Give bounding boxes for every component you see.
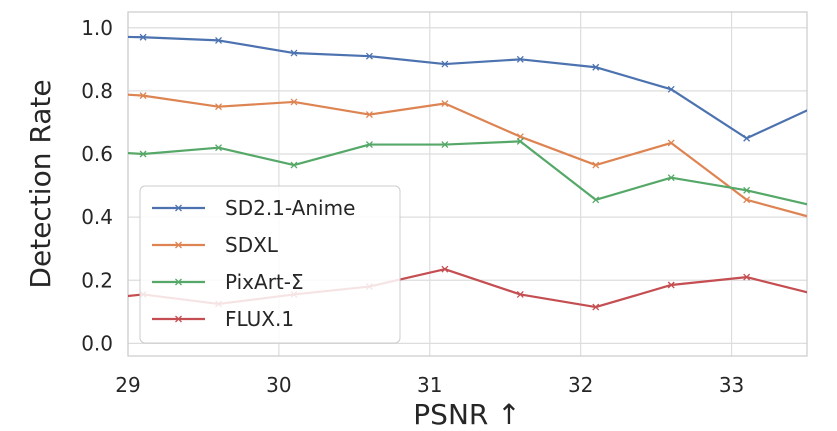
legend-item: PixArt-Σ [152,270,304,294]
data-point-marker [65,146,71,152]
data-point-marker [592,63,600,71]
y-tick-label: 0.2 [81,268,113,292]
data-point-marker [365,52,373,60]
data-point-marker [819,205,825,211]
data-point-marker [290,161,298,169]
data-point-marker [516,290,524,298]
data-point-marker [365,141,373,149]
data-point-marker [290,98,298,106]
data-point-marker [215,103,222,111]
data-point-marker [139,33,147,41]
y-axis-label: Detection Rate [24,79,57,288]
series-lines [65,33,825,311]
legend-item: SDXL [152,233,279,257]
data-point-marker [743,273,751,281]
data-point-marker [667,85,675,93]
data-point-marker [441,141,449,149]
legend-marker [175,315,182,323]
y-tick-label: 0.4 [81,205,113,229]
data-point-marker [819,293,825,299]
x-tick-label: 33 [719,373,744,397]
data-point-marker [365,111,373,119]
legend: SD2.1-Anime SDXL PixArt-Σ FLUX.1 [139,185,401,344]
y-tick-label: 1.0 [81,16,113,40]
x-tick-label: 29 [115,373,140,397]
data-point-marker [667,281,675,289]
data-point-marker [592,303,600,311]
data-point-marker [667,139,675,147]
series-1 [65,88,825,223]
y-tick-label: 0.6 [81,142,113,166]
legend-marker [175,241,182,249]
x-tick-label: 30 [266,373,291,397]
series-0 [65,33,825,142]
plot-frame [127,11,808,357]
data-point-marker [65,299,71,305]
data-point-marker [592,196,600,204]
data-point-marker [139,150,147,158]
data-point-marker [743,196,751,204]
legend-label: SDXL [225,233,279,257]
data-point-marker [441,60,449,68]
legend-marker [175,204,182,212]
data-point-marker [139,92,147,100]
y-tick-label: 0.0 [81,331,113,355]
legend-label: PixArt-Σ [225,270,304,294]
data-point-marker [667,174,675,182]
data-point-marker [592,161,600,169]
legend-box [139,185,401,344]
x-axis-label: PSNR ↑ [413,398,520,431]
series-line [128,35,807,140]
legend-item: SD2.1-Anime [152,196,355,220]
data-point-marker [65,88,71,94]
data-point-marker [516,55,524,63]
y-tick-labels: 0.0 0.2 0.4 0.6 0.8 1.0 [81,16,113,356]
data-point-marker [743,134,751,142]
data-point-marker [215,144,222,152]
x-tick-label: 31 [417,373,442,397]
data-point-marker [819,217,825,223]
data-point-marker [516,137,524,145]
legend-label: SD2.1-Anime [225,196,355,220]
data-point-marker [65,33,71,39]
legend-item: FLUX.1 [152,307,294,331]
data-point-marker [290,49,298,57]
x-tick-label: 32 [568,373,593,397]
x-tick-labels: 29 30 31 32 33 [115,373,744,397]
data-point-marker [441,100,449,107]
data-point-marker [743,186,751,194]
y-tick-label: 0.8 [81,79,113,103]
legend-label: FLUX.1 [225,307,294,331]
series-2 [65,137,825,211]
data-point-marker [819,101,825,107]
data-point-marker [215,36,222,44]
data-point-marker [441,265,449,273]
legend-marker [175,278,182,286]
